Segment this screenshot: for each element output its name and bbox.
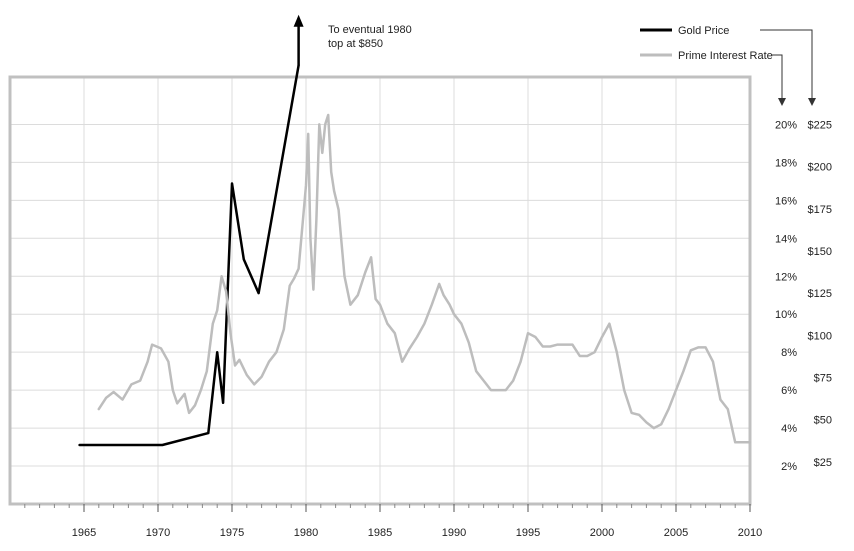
rate-tick-label: 6%	[781, 385, 797, 397]
x-tick-label: 1990	[442, 527, 466, 539]
rate-tick-label: 18%	[775, 157, 797, 169]
rate-tick-label: 4%	[781, 423, 797, 435]
price-tick-label: $125	[808, 288, 832, 300]
price-axis: $25 $50 $75 $100 $125 $150 $175 $200 $225	[808, 119, 832, 468]
x-tick-label: 2010	[738, 527, 762, 539]
rate-axis: 2% 4% 6% 8% 10% 12% 14% 16% 18% 20%	[775, 119, 797, 473]
legend-arrow-rate	[778, 98, 786, 106]
price-tick-label: $175	[808, 204, 832, 216]
price-tick-label: $100	[808, 330, 832, 342]
x-axis: 1965 1970 1975 1980 1985 1990 1995 2000 2005 2010	[24, 504, 762, 539]
rate-tick-label: 14%	[775, 233, 797, 245]
price-tick-label: $200	[808, 162, 832, 174]
x-tick-label: 1965	[72, 527, 96, 539]
rate-tick-label: 10%	[775, 309, 797, 321]
series-line-gold	[78, 64, 300, 447]
series-line-rate	[97, 113, 752, 444]
x-tick-label: 1985	[368, 527, 392, 539]
annotation-line2: top at $850	[328, 38, 383, 50]
x-tick-label: 1970	[146, 527, 170, 539]
price-tick-label: $50	[814, 415, 832, 427]
legend: Gold Price Prime Interest Rate	[640, 25, 816, 106]
rate-tick-label: 2%	[781, 461, 797, 473]
price-tick-label: $25	[814, 457, 832, 469]
annotation: To eventual 1980 top at $850	[328, 24, 412, 50]
legend-label-rate: Prime Interest Rate	[678, 50, 773, 62]
price-tick-label: $225	[808, 119, 832, 131]
legend-leader-rate	[772, 54, 783, 100]
x-tick-label: 2005	[664, 527, 688, 539]
price-tick-label: $75	[814, 372, 832, 384]
legend-label-gold: Gold Price	[678, 25, 729, 37]
price-tick-label: $150	[808, 246, 832, 258]
rate-tick-label: 20%	[775, 119, 797, 131]
rate-tick-label: 12%	[775, 271, 797, 283]
rate-tick-label: 8%	[781, 347, 797, 359]
x-tick-label: 1975	[220, 527, 244, 539]
x-tick-label: 2000	[590, 527, 614, 539]
x-tick-label: 1995	[516, 527, 540, 539]
series-layer	[78, 14, 752, 447]
rate-tick-label: 16%	[775, 195, 797, 207]
legend-leader-gold	[760, 29, 813, 100]
gold-arrow-head	[293, 14, 304, 27]
gridlines	[10, 77, 750, 504]
annotation-line1: To eventual 1980	[328, 24, 412, 36]
x-tick-label: 1980	[294, 527, 318, 539]
legend-arrow-gold	[808, 98, 816, 106]
